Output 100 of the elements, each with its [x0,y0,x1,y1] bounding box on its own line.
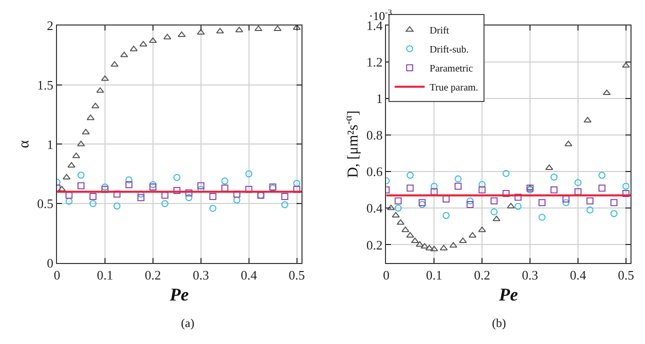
point [137,190,144,198]
point [66,198,73,205]
point [538,214,546,221]
point [77,182,84,190]
point [245,170,252,178]
point [442,212,450,219]
point [420,243,429,249]
point [125,181,132,188]
point [392,212,400,218]
point [394,197,402,204]
point [281,192,288,200]
point [216,28,224,34]
point [163,34,172,40]
point [161,200,168,208]
y-axis-title: α [16,140,32,148]
point [293,180,300,187]
point [78,172,84,179]
point [506,202,515,208]
point [586,197,594,204]
y-tick-label: 1 [46,136,54,152]
point [610,210,618,218]
point [574,188,582,196]
point [185,189,192,196]
point [113,202,120,210]
y-tick-label: 1.5 [37,77,54,92]
point [466,197,474,204]
point [66,192,73,199]
point [77,140,85,146]
point [209,192,216,200]
point [430,246,438,252]
x-tick-label: 0.4 [240,268,258,283]
point [411,238,419,244]
text: (b) [492,316,506,330]
point [430,182,438,190]
point [197,182,204,190]
point [58,186,66,192]
x-tick-label: 0.5 [288,268,305,283]
point [82,128,90,134]
point [478,180,486,188]
point [550,174,558,181]
y-tick-label: 0 [46,256,54,271]
point [185,194,192,202]
point [196,29,205,35]
point [233,196,240,204]
point [86,114,95,120]
point [502,170,510,177]
y-tick-label: 1.2 [366,54,383,70]
point [490,208,498,216]
x-tick-label: 0.1 [96,268,114,283]
point [514,202,522,210]
point [394,204,402,212]
point [110,61,119,67]
point [466,201,474,208]
point [492,216,500,222]
point [125,176,132,184]
point [401,226,410,232]
point [387,204,395,210]
point [538,199,546,206]
x-tick-label: 0.2 [474,268,490,283]
point [235,26,244,32]
y-tick-label: 0.4 [366,200,384,216]
x-tick-label: 0.3 [192,268,209,283]
point [89,192,96,200]
point [96,87,104,93]
x-tick-label: 0.4 [570,268,587,283]
point [221,178,228,185]
y-tick-label: 0.5 [37,196,54,212]
y-tick-label: 1 [376,91,383,106]
y-tick-label: 0.8 [366,128,383,143]
point [478,226,486,232]
point [430,188,438,196]
y-tick-label: 0.6 [366,164,384,180]
point [490,197,498,204]
point [514,194,522,201]
point [454,182,462,190]
point [622,190,630,198]
point [610,199,618,206]
text: (a) [181,316,194,330]
point [148,37,157,43]
point [406,184,414,192]
point [101,186,108,193]
legend-label: Parametric [430,64,474,75]
legend-label: True param. [430,82,478,94]
point [209,204,216,212]
y-tick-label: 2 [46,18,54,33]
point [602,90,611,96]
point [233,190,240,198]
point [120,52,128,58]
point [586,206,594,214]
point [598,184,606,192]
point [101,75,109,81]
point [562,199,570,206]
point [274,26,282,32]
x-tick-label: 0.3 [522,268,538,283]
point [72,152,80,158]
point [454,175,462,182]
point [130,46,138,52]
point [449,242,458,248]
point [67,162,76,168]
point [550,186,558,194]
